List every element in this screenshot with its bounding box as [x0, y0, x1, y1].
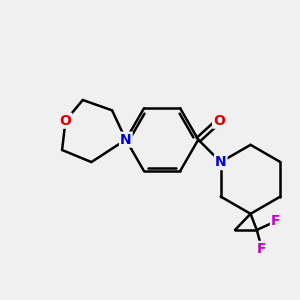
Text: F: F — [257, 242, 267, 256]
Text: O: O — [60, 114, 71, 128]
Text: N: N — [215, 155, 226, 169]
Text: O: O — [213, 114, 225, 128]
Text: F: F — [271, 214, 281, 228]
Text: N: N — [120, 133, 132, 147]
